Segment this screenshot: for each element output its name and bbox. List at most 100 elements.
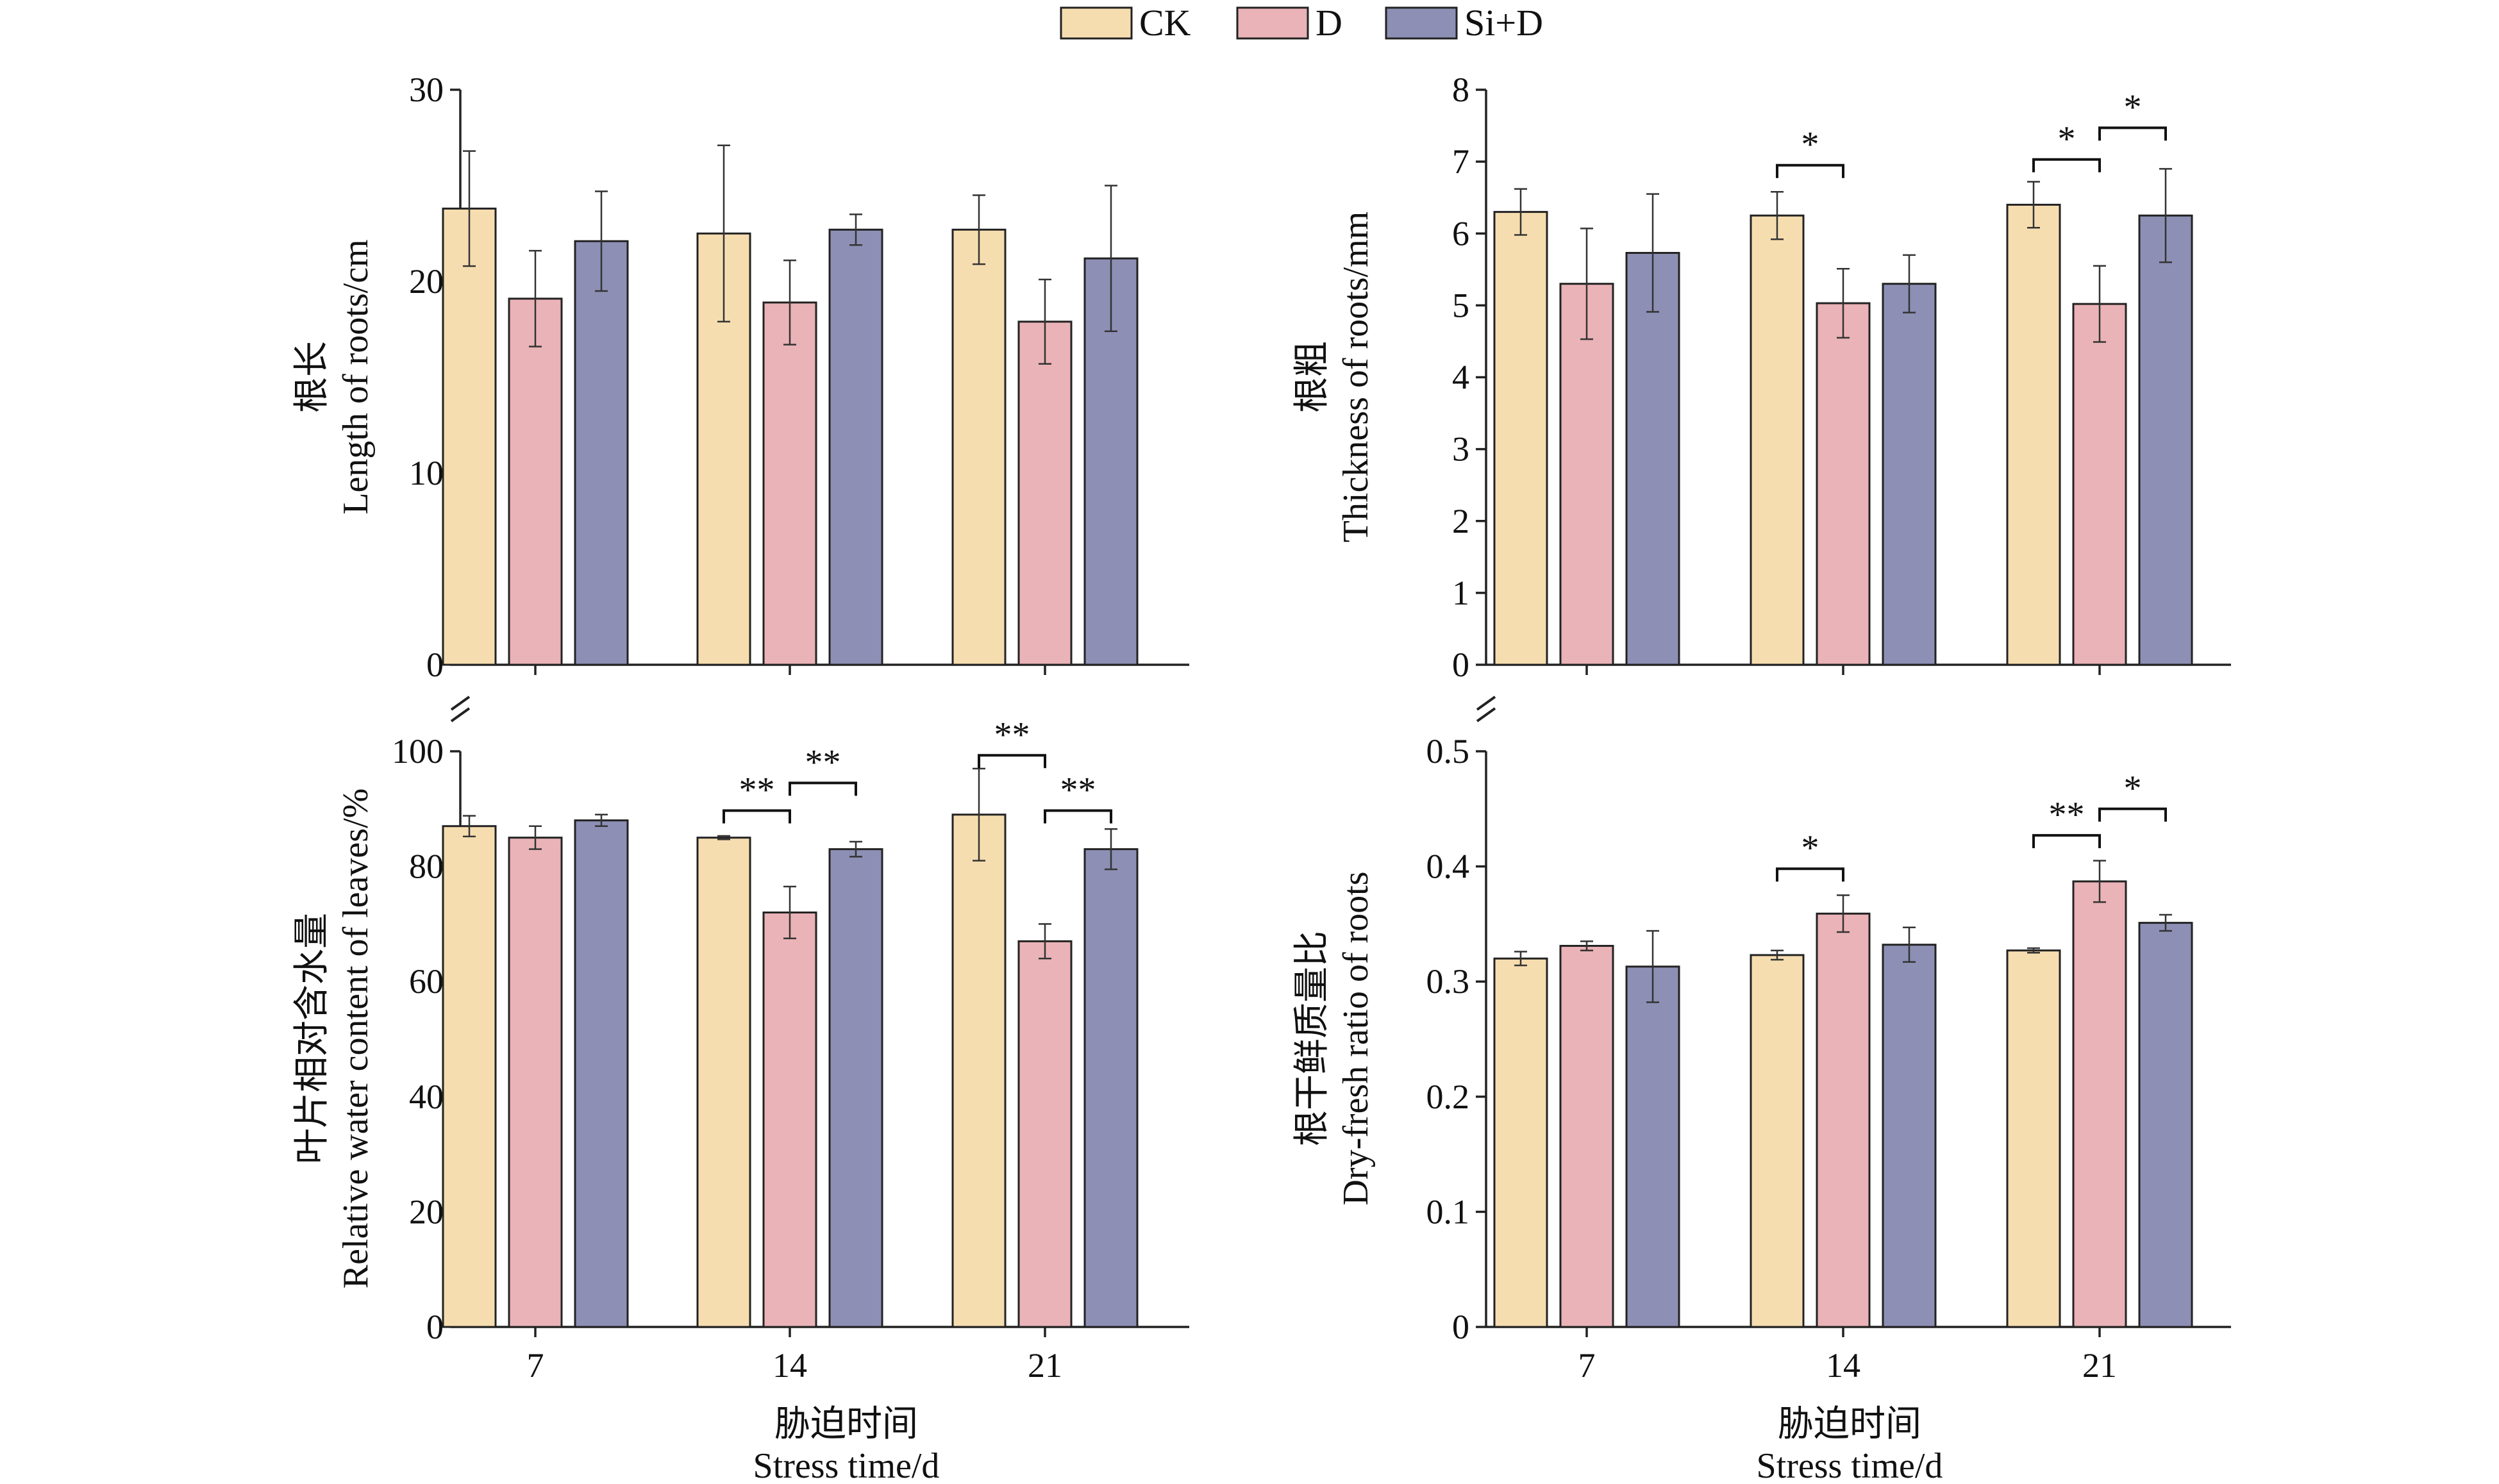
y-axis-title-zh: 根长 — [292, 341, 332, 413]
y-tick-label: 1 — [1452, 574, 1469, 612]
significance-label: ** — [1060, 770, 1096, 810]
axis-break-mark — [1476, 707, 1496, 722]
bar — [828, 848, 883, 1328]
panel-root-length: 根长 Length of roots/cm 0 10 20 30 — [292, 71, 1189, 684]
y-tick-label: 0.2 — [1426, 1078, 1470, 1116]
legend-label-si-d: Si+D — [1464, 2, 1543, 44]
axis-break-mark — [450, 707, 471, 722]
significance-bracket — [978, 754, 1046, 769]
x-tick-label: 21 — [1028, 1346, 1062, 1385]
y-axis-title-zh: 根粗 — [1292, 341, 1332, 413]
bar — [828, 228, 883, 666]
significance-bracket — [1776, 867, 1844, 882]
y-tick-label: 20 — [409, 1192, 444, 1231]
y-tick-label: 0.1 — [1426, 1192, 1470, 1231]
y-tick-label: 40 — [409, 1078, 444, 1116]
bar — [696, 837, 751, 1328]
bar-group: ** ** ** ** — [442, 715, 1139, 1328]
legend-label-ck: CK — [1139, 2, 1191, 44]
bar — [1816, 302, 1871, 666]
bar — [2006, 949, 2061, 1328]
y-tick-label: 100 — [392, 732, 444, 771]
legend-item-d: D — [1236, 2, 1342, 44]
panel-root-thickness: 根粗 Thickness of roots/mm 0 1 2 3 4 5 6 7 8 * * * — [1292, 71, 2231, 684]
bar — [508, 837, 563, 1328]
significance-bracket — [1776, 163, 1844, 178]
bar — [1559, 945, 1614, 1328]
significance-label: ** — [994, 715, 1030, 755]
y-axis-title-en: Dry-fresh ratio of roots — [1336, 872, 1376, 1206]
bar — [1750, 214, 1805, 666]
bar — [1625, 252, 1680, 666]
bar — [1493, 957, 1548, 1328]
bar — [1083, 848, 1139, 1328]
legend-swatch-si-d — [1385, 6, 1458, 40]
y-tick-label: 80 — [409, 847, 444, 886]
significance-label: ** — [805, 742, 841, 782]
bar — [1625, 965, 1680, 1328]
y-tick-label: 0 — [426, 1308, 444, 1346]
bar — [1882, 944, 1937, 1328]
significance-label: ** — [739, 770, 775, 810]
legend-item-si-d: Si+D — [1385, 2, 1543, 44]
significance-bracket — [2098, 126, 2167, 141]
bar — [442, 207, 497, 666]
x-tick-label: 7 — [1578, 1346, 1596, 1385]
significance-label: * — [1801, 125, 1819, 165]
significance-bracket — [2032, 158, 2101, 172]
y-tick-label: 10 — [409, 454, 444, 492]
bar — [508, 297, 563, 666]
significance-label: * — [1801, 828, 1819, 868]
bar-group: * * * — [1493, 87, 2193, 666]
legend-item-ck: CK — [1060, 2, 1191, 44]
bar — [1017, 940, 1073, 1328]
bar — [1017, 321, 1073, 666]
bar-group: **** — [1493, 769, 2193, 1328]
x-axis-title-zh-right: 胁迫时间 — [1778, 1405, 1921, 1444]
bar — [2006, 203, 2061, 666]
bar — [2072, 880, 2127, 1328]
legend-swatch-ck — [1060, 6, 1133, 40]
y-tick-label: 0 — [426, 646, 444, 684]
significance-bracket — [2098, 807, 2167, 822]
bar — [1882, 283, 1937, 666]
bar — [762, 301, 817, 666]
bar — [574, 240, 629, 666]
legend-label-d: D — [1316, 2, 1342, 44]
legend: CK D Si+D — [1060, 2, 1543, 44]
x-tick-label: 21 — [2082, 1346, 2117, 1385]
y-tick-label: 0.4 — [1426, 847, 1470, 886]
y-tick-label: 0 — [1452, 1308, 1469, 1346]
bar — [1493, 211, 1548, 666]
bar-group — [442, 144, 1139, 666]
significance-label: * — [2124, 87, 2142, 127]
x-tick-label: 14 — [773, 1346, 807, 1385]
bar — [2138, 922, 2193, 1328]
significance-bracket — [1044, 809, 1112, 824]
y-tick-label: 7 — [1452, 142, 1469, 181]
y-tick-label: 4 — [1452, 358, 1469, 397]
y-tick-label: 0 — [1452, 646, 1469, 684]
bar — [574, 819, 629, 1328]
y-tick-label: 30 — [409, 71, 444, 109]
bar — [1816, 912, 1871, 1328]
x-tick-label: 14 — [1826, 1346, 1860, 1385]
significance-label: * — [2058, 119, 2076, 159]
y-axis-title-en: Relative water content of leaves/% — [336, 788, 376, 1289]
panel-root-dry-fresh-ratio: 根干鲜质量比 Dry-fresh ratio of roots 00.10.20… — [1292, 732, 2231, 1385]
y-axis-title-zh: 叶片相对含水量 — [292, 913, 332, 1164]
axis-break-left — [450, 696, 471, 722]
bar — [2138, 214, 2193, 666]
y-tick-label: 8 — [1452, 71, 1469, 109]
bar — [951, 228, 1007, 666]
y-axis-title-en: Thickness of roots/mm — [1336, 212, 1376, 542]
y-axis-ticks: 0 1 2 3 4 5 6 7 8 — [1452, 71, 2101, 684]
bar — [2072, 303, 2127, 666]
panel-leaf-water-content: 叶片相对含水量 Relative water content of leaves… — [292, 715, 1189, 1385]
y-tick-label: 2 — [1452, 502, 1469, 540]
significance-bracket — [2032, 834, 2101, 849]
axis-break-mark — [1476, 696, 1496, 711]
x-tick-label: 7 — [527, 1346, 544, 1385]
y-tick-label: 60 — [409, 962, 444, 1001]
